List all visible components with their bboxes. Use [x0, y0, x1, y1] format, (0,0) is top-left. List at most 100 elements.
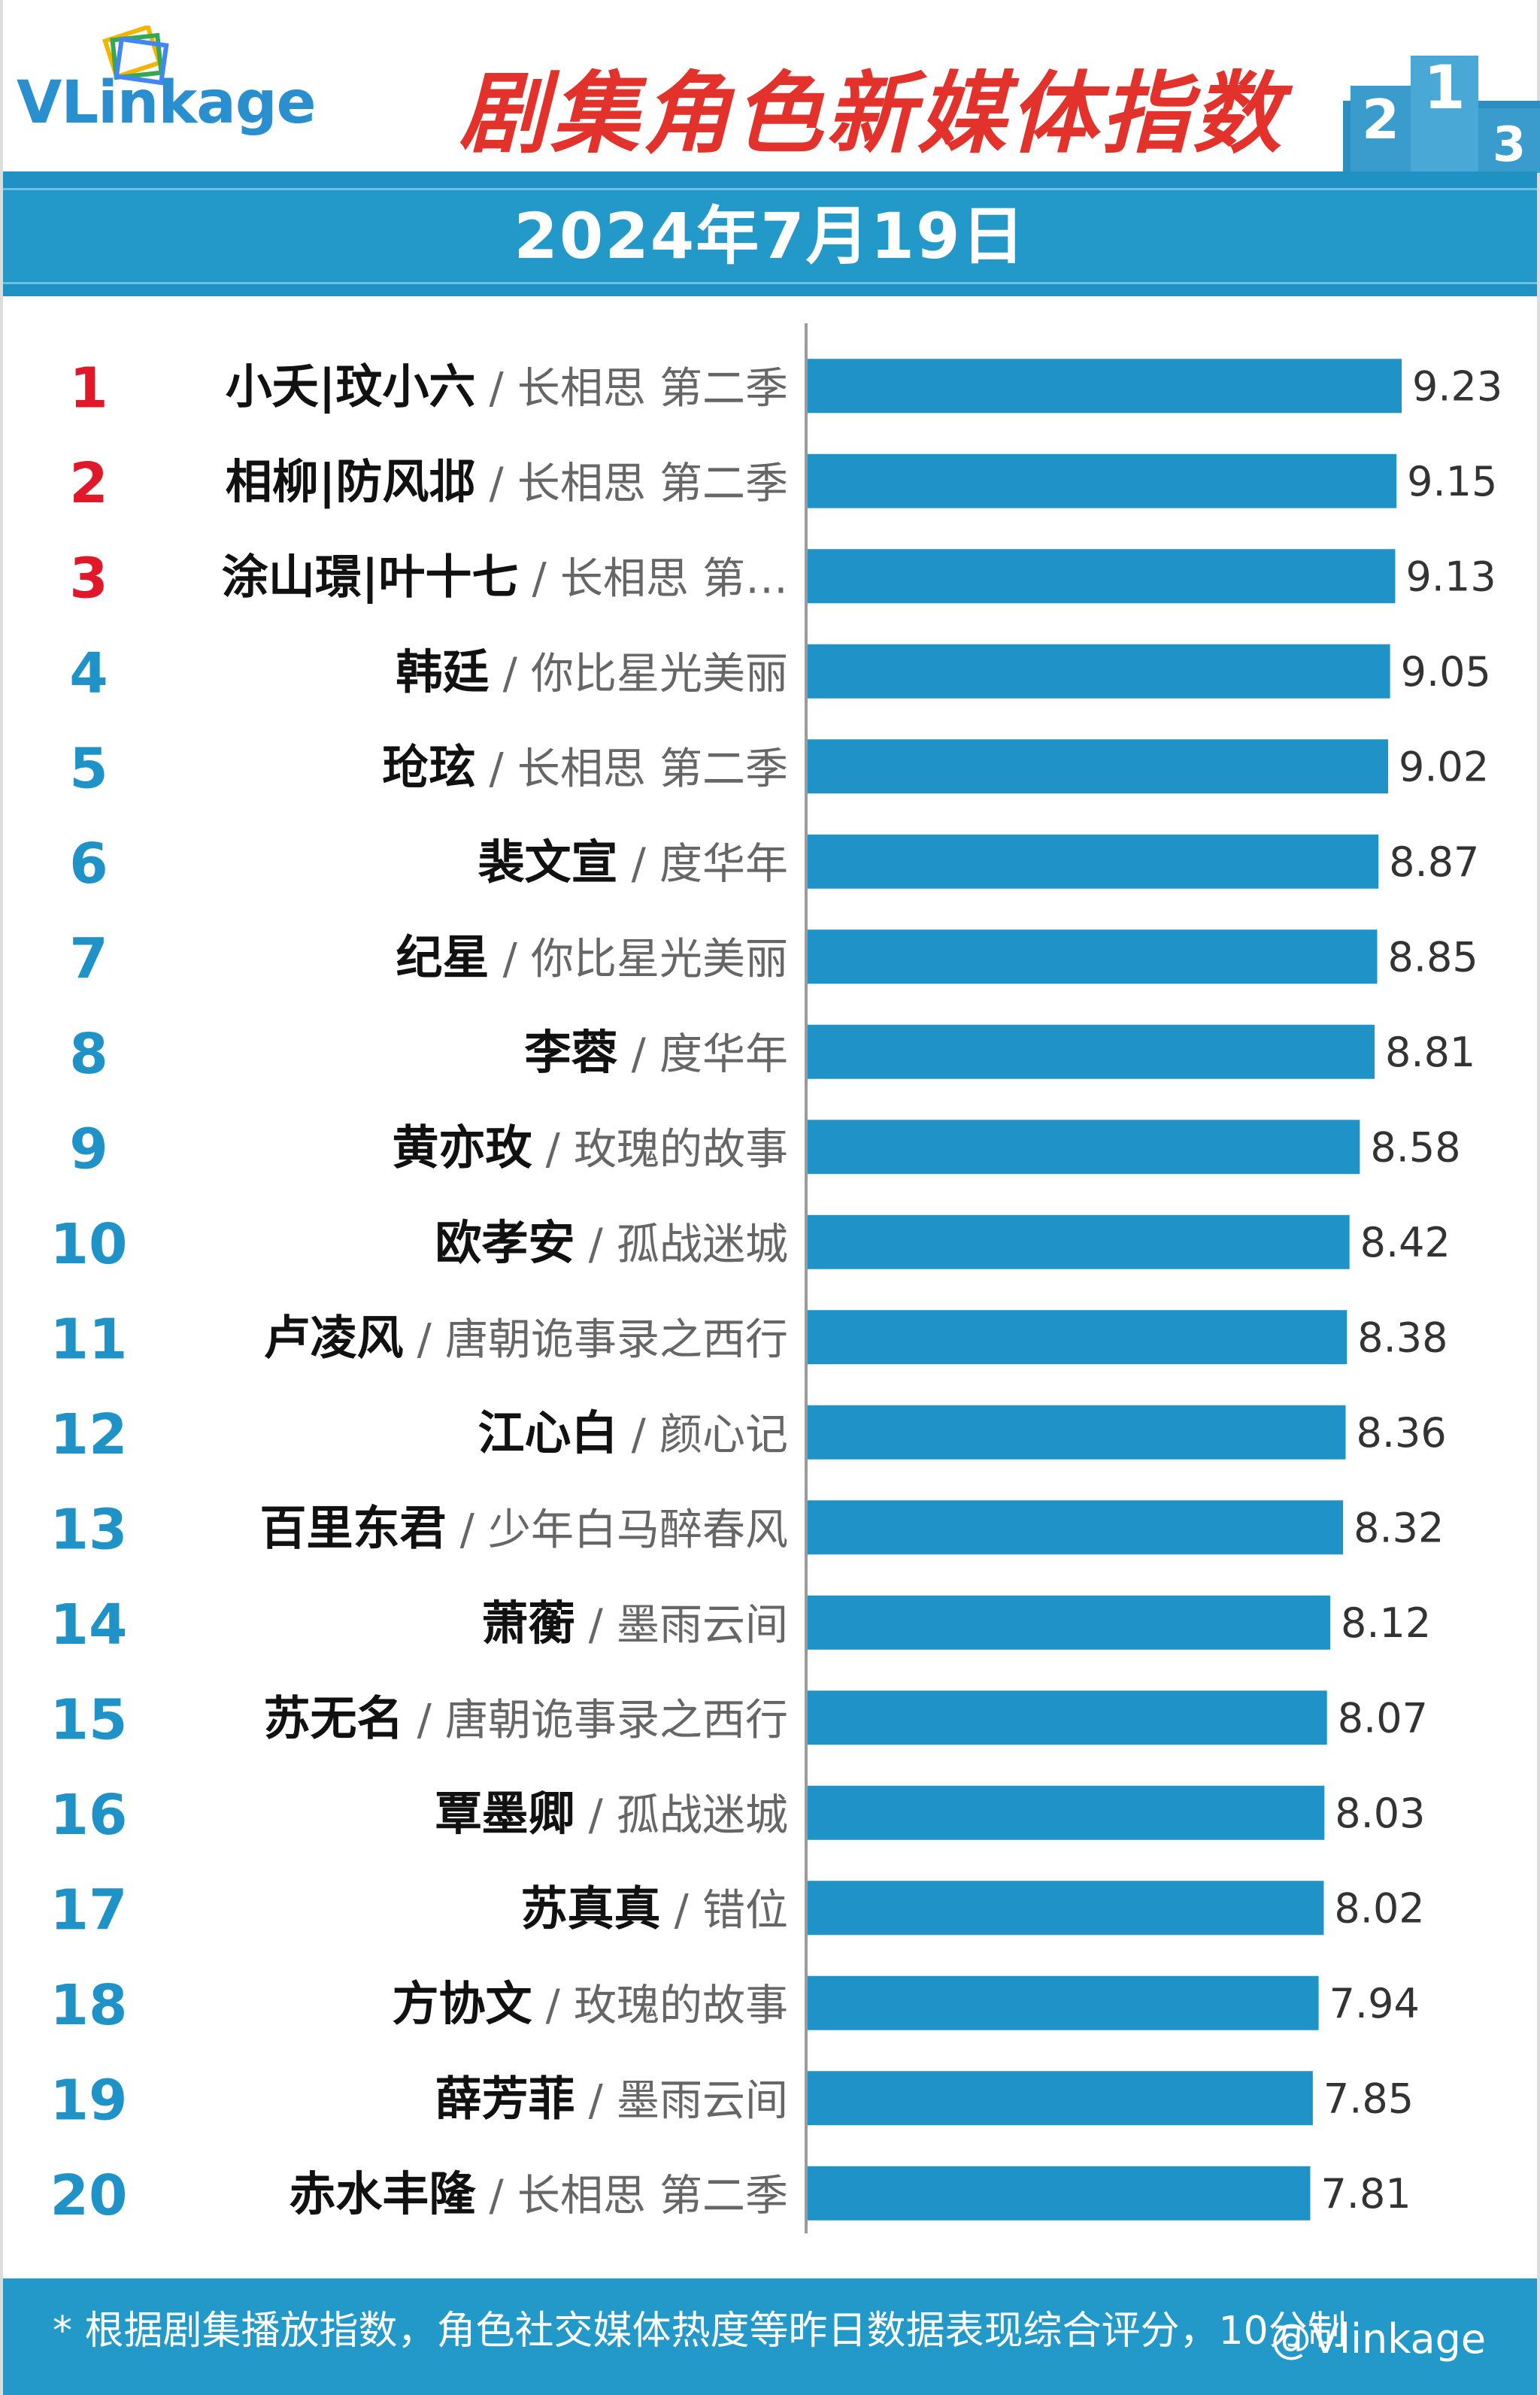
rank-number: 6	[69, 832, 108, 896]
value-label: 9.23	[1412, 362, 1502, 410]
rank-number: 12	[50, 1402, 128, 1467]
character-name: 小夭|玟小六	[226, 359, 476, 414]
rank-number: 2	[69, 451, 108, 516]
character-name: 纪星	[396, 929, 490, 984]
rank-number: 9	[69, 1117, 108, 1181]
label-separator: /	[404, 1314, 445, 1364]
drama-title: 错位	[702, 1885, 788, 1935]
rank-number: 18	[50, 1973, 128, 2038]
label-separator: /	[661, 1885, 702, 1935]
footer-band: * 根据剧集播放指数，角色社交媒体热度等昨日数据表现综合评分，10分制 @Vli…	[3, 2278, 1537, 2395]
rank-number: 16	[50, 1783, 128, 1848]
rank-number: 5	[69, 736, 108, 801]
value-label: 8.12	[1341, 1599, 1431, 1647]
rank-number: 11	[50, 1307, 128, 1372]
bar	[808, 644, 1390, 699]
bar	[808, 739, 1389, 794]
bar	[808, 1881, 1324, 1936]
character-name: 李蓉	[525, 1025, 618, 1080]
label-separator: /	[490, 934, 531, 984]
rank-number: 10	[50, 1212, 128, 1277]
value-label: 8.58	[1370, 1123, 1460, 1171]
character-name: 相柳|防风邶	[226, 454, 476, 510]
logo-mark-icon	[102, 26, 169, 86]
label-separator: /	[575, 1600, 617, 1650]
character-name: 欧孝安	[435, 1215, 575, 1270]
rank-number: 20	[50, 2163, 128, 2228]
value-label: 8.85	[1387, 933, 1478, 981]
character-name: 赤水丰隆	[289, 2166, 476, 2221]
row-label: 卢凌风 / 唐朝诡事录之西行	[264, 1310, 788, 1365]
value-label: 8.81	[1385, 1029, 1475, 1076]
row-label: 江心白 / 颜心记	[478, 1405, 788, 1460]
row-label: 方协文 / 玫瑰的故事	[393, 1976, 788, 2031]
label-separator: /	[518, 553, 559, 603]
row-label: 黄亦玫 / 玫瑰的故事	[393, 1120, 788, 1175]
value-label: 7.94	[1329, 1980, 1420, 2027]
character-name: 卢凌风	[264, 1310, 404, 1365]
bar	[808, 1120, 1360, 1175]
podium-icon: 2 1 3	[1343, 53, 1540, 173]
drama-title: 玫瑰的故事	[574, 1981, 788, 2030]
date-band: 2024年7月19日	[3, 171, 1537, 296]
row-label: 纪星 / 你比星光美丽	[396, 929, 788, 984]
label-separator: /	[475, 744, 517, 793]
character-name: 苏无名	[264, 1690, 404, 1745]
character-name: 覃墨卿	[435, 1786, 575, 1841]
rank-number: 14	[50, 1593, 128, 1657]
date-band-inner: 2024年7月19日	[3, 188, 1537, 284]
value-label: 9.02	[1399, 743, 1489, 790]
character-name: 黄亦玫	[393, 1120, 533, 1175]
value-label: 8.36	[1357, 1409, 1447, 1457]
bar	[808, 834, 1379, 889]
value-label: 9.15	[1407, 458, 1497, 505]
label-separator: /	[575, 2075, 617, 2125]
drama-title: 玫瑰的故事	[574, 1124, 788, 1174]
label-separator: /	[618, 1029, 659, 1079]
label-separator: /	[618, 839, 659, 889]
bar	[808, 2166, 1311, 2221]
drama-title: 长相思 第二季	[517, 2171, 788, 2221]
drama-title: 唐朝诡事录之西行	[445, 1314, 788, 1364]
character-name: 萧蘅	[482, 1596, 575, 1651]
row-label: 百里东君 / 少年白马醉春风	[260, 1500, 788, 1555]
drama-title: 孤战迷城	[617, 1220, 788, 1269]
rank-number: 15	[50, 1687, 128, 1752]
drama-title: 少年白马醉春风	[488, 1505, 788, 1554]
row-label: 萧蘅 / 墨雨云间	[482, 1596, 788, 1651]
label-separator: /	[532, 1124, 574, 1174]
character-name: 薛芳菲	[435, 2071, 575, 2126]
chart-date: 2024年7月19日	[514, 199, 1026, 273]
value-label: 7.85	[1323, 2075, 1414, 2122]
row-label: 苏真真 / 错位	[521, 1881, 788, 1936]
value-label: 8.07	[1338, 1694, 1428, 1742]
bar	[808, 1500, 1344, 1555]
character-name: 江心白	[478, 1405, 618, 1460]
bar	[808, 1690, 1327, 1745]
label-separator: /	[475, 2171, 517, 2221]
drama-title: 度华年	[659, 839, 788, 889]
label-separator: /	[404, 1695, 445, 1745]
drama-title: 你比星光美丽	[531, 934, 788, 984]
row-label: 韩廷 / 你比星光美丽	[396, 644, 788, 699]
label-separator: /	[447, 1505, 488, 1554]
value-label: 8.87	[1389, 838, 1479, 886]
bar	[808, 1595, 1330, 1650]
svg-text:1: 1	[1423, 53, 1466, 123]
drama-title: 你比星光美丽	[531, 649, 788, 699]
drama-title: 长相思 第二季	[517, 363, 788, 413]
label-separator: /	[575, 1790, 617, 1840]
rank-number: 7	[69, 926, 108, 991]
row-label: 苏无名 / 唐朝诡事录之西行	[264, 1690, 788, 1745]
label-separator: /	[575, 1220, 617, 1269]
row-label: 裴文宣 / 度华年	[478, 835, 788, 890]
footnote: * 根据剧集播放指数，角色社交媒体热度等昨日数据表现综合评分，10分制	[53, 2309, 1347, 2354]
bar	[808, 453, 1397, 508]
character-name: 涂山璟|叶十七	[222, 549, 519, 605]
drama-title: 度华年	[659, 1029, 788, 1079]
row-label: 相柳|防风邶 / 长相思 第二季	[226, 454, 788, 510]
bar	[808, 1785, 1325, 1840]
character-name: 苏真真	[521, 1881, 661, 1936]
rank-number: 3	[69, 546, 108, 611]
value-label: 8.02	[1334, 1884, 1424, 1932]
